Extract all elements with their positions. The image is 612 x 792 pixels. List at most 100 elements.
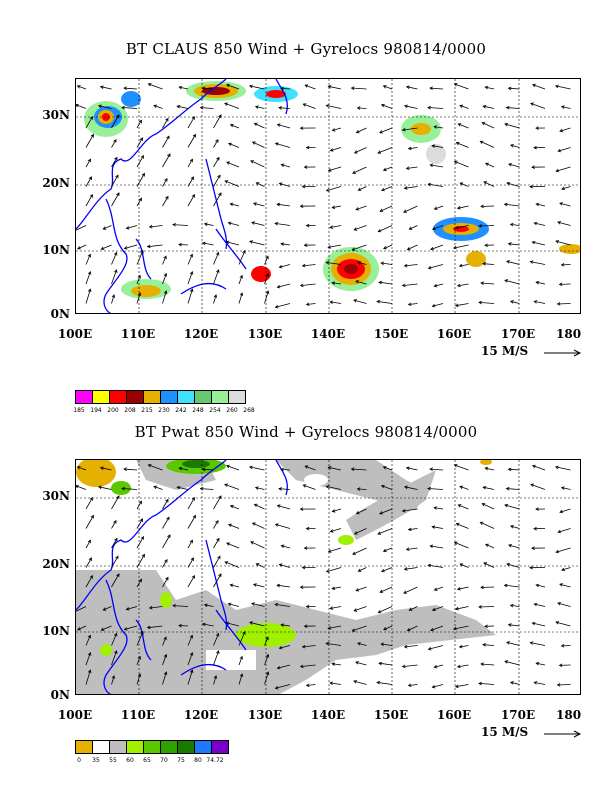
wind-arrow <box>224 561 240 568</box>
wind-arrow <box>275 223 291 226</box>
wind-arrow-head <box>379 130 383 134</box>
wind-arrow-head <box>253 503 258 508</box>
wind-arrow <box>430 244 444 250</box>
wind-arrow <box>162 534 171 549</box>
wind-arrow <box>264 273 269 285</box>
wind-arrow <box>408 147 418 150</box>
wind-arrow <box>402 127 418 131</box>
wind-arrow-head <box>560 105 565 109</box>
wind-arrow-head <box>255 563 260 567</box>
wind-arrow <box>432 145 444 148</box>
wind-arrow-head <box>405 547 410 551</box>
top-scale-arrow <box>544 349 582 357</box>
wind-arrow <box>407 625 418 631</box>
wind-arrow <box>402 664 418 667</box>
wind-arrow-head <box>403 104 408 109</box>
wind-arrow-head <box>454 303 459 308</box>
wind-arrow <box>508 243 520 246</box>
wind-arrow <box>111 175 119 187</box>
wind-arrow-head <box>114 156 118 161</box>
wind-arrow <box>536 584 546 588</box>
wind-arrow-head <box>505 105 510 110</box>
wind-arrow <box>226 542 240 549</box>
wind-arrow <box>434 507 444 510</box>
wind-arrow-head <box>299 204 304 208</box>
wind-arrow-head <box>218 114 222 119</box>
wind-arrow <box>85 254 91 265</box>
wind-arrow-head <box>88 557 92 562</box>
wind-arrow-head <box>276 123 281 127</box>
wind-arrow <box>303 484 316 490</box>
wind-arrow <box>456 142 469 148</box>
wind-arrow-head <box>165 117 169 122</box>
legend-swatch <box>160 740 178 754</box>
wind-arrow-head <box>431 304 436 308</box>
wind-arrow-head <box>189 271 194 275</box>
bottom-legend <box>75 740 229 754</box>
wind-arrow <box>204 223 214 226</box>
wind-arrow <box>226 241 240 246</box>
wind-arrow-head <box>353 608 358 612</box>
wind-arrow <box>213 139 219 148</box>
wind-arrow-head <box>213 294 218 298</box>
wind-arrow <box>383 85 393 90</box>
legend-label: 248 <box>192 407 204 414</box>
wind-arrow <box>406 547 418 550</box>
wind-arrow-head <box>379 208 384 212</box>
wind-arrow <box>187 159 193 168</box>
wind-arrow-head <box>302 484 307 488</box>
wind-arrow-head <box>228 523 232 527</box>
wind-arrow-head <box>303 243 308 247</box>
wind-arrow <box>352 547 367 555</box>
wind-arrow <box>358 567 367 572</box>
wind-arrow <box>302 264 316 267</box>
wind-arrow-head <box>280 242 285 246</box>
wind-arrow <box>506 488 520 490</box>
top-panel-title: BT CLAUS 850 Wind + Gyrelocs 980814/0000 <box>125 40 487 58</box>
wind-arrow <box>275 303 291 308</box>
wind-arrow-head <box>382 466 387 470</box>
wind-arrow <box>332 205 342 209</box>
wind-arrow-head <box>329 300 334 305</box>
wind-arrow-head <box>148 605 153 610</box>
wind-arrow <box>226 84 240 90</box>
wind-arrow-head <box>189 253 193 258</box>
wind-arrow-head <box>121 486 125 491</box>
wind-arrow <box>534 222 546 226</box>
wind-arrow-head <box>407 146 412 151</box>
wind-arrow <box>381 485 393 490</box>
wind-arrow-head <box>146 625 151 630</box>
top-xlabel-130e: 130E <box>247 327 283 341</box>
wind-arrow <box>536 203 546 207</box>
wind-arrow-head <box>480 662 484 667</box>
wind-arrow <box>202 242 214 246</box>
wind-arrow <box>153 486 163 490</box>
wind-arrow-head <box>203 222 208 227</box>
wind-arrow <box>85 116 93 129</box>
wind-arrow-head <box>189 158 193 163</box>
wind-arrow-head <box>189 652 194 656</box>
wind-arrow-head <box>215 138 219 143</box>
bottom-xlabel-130e: 130E <box>247 708 283 722</box>
wind-arrow-head <box>250 160 254 164</box>
wind-vectors <box>76 83 571 309</box>
wind-arrow <box>111 269 117 285</box>
wind-arrow-head <box>353 227 358 231</box>
wind-arrow-head <box>303 165 308 169</box>
wind-arrow-head <box>459 104 464 108</box>
wind-arrow <box>187 134 196 148</box>
wind-arrow <box>136 554 145 568</box>
wind-arrow-head <box>427 647 432 651</box>
wind-arrow-head <box>407 527 412 532</box>
wind-arrow-head <box>531 240 536 245</box>
legend-label: 200 <box>107 407 119 414</box>
wind-arrow <box>403 205 418 213</box>
wind-arrow-head <box>429 86 433 91</box>
wind-arrow <box>377 301 393 304</box>
wind-arrow-head <box>454 606 459 611</box>
legend-swatch <box>177 390 195 404</box>
wind-arrow <box>204 604 214 607</box>
wind-arrow-head <box>138 578 142 583</box>
wind-arrow-head <box>507 467 512 472</box>
wind-arrow <box>379 662 393 666</box>
